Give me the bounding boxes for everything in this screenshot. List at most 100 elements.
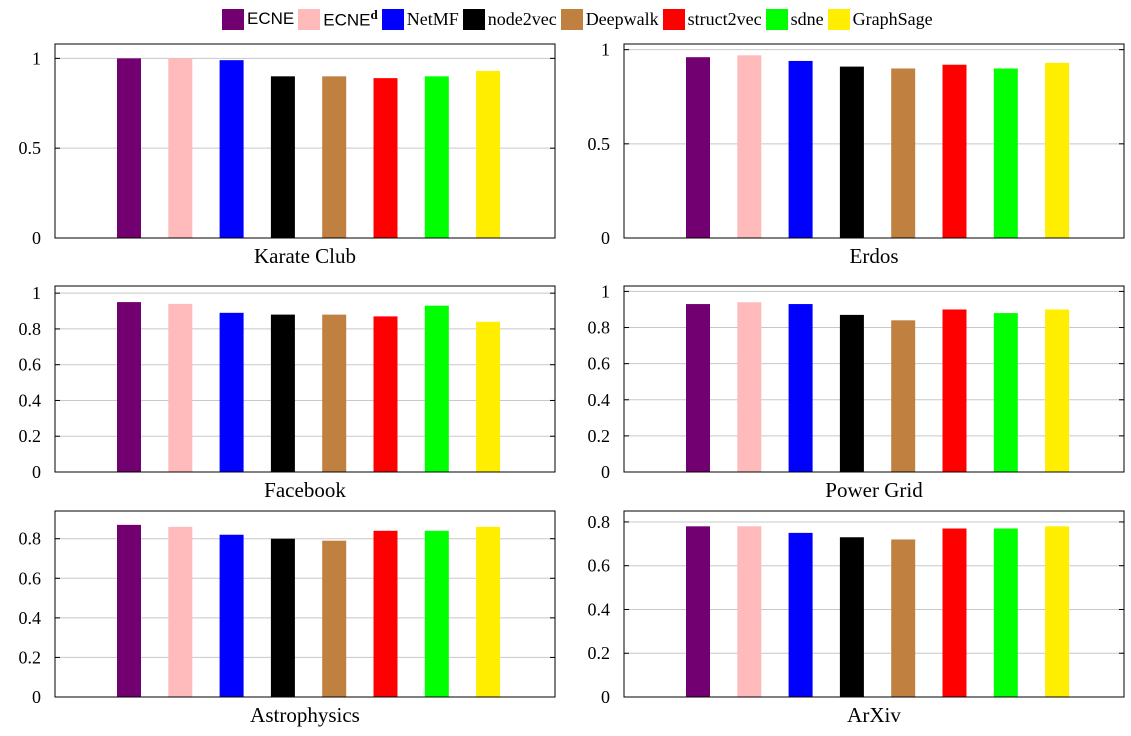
bar-ecned — [168, 526, 193, 697]
y-tick-label: 0.6 — [19, 355, 42, 375]
legend-swatch — [560, 8, 583, 30]
chart-title: Erdos — [850, 244, 899, 268]
legend-item-5: struct2vec — [662, 8, 762, 30]
legend-label: node2vec — [487, 8, 557, 29]
bar-node2vec — [270, 538, 295, 697]
plot-frame — [623, 43, 1125, 239]
bar-sdne — [993, 313, 1018, 472]
legend-swatch — [298, 8, 321, 30]
y-tick-label: 0.5 — [19, 138, 42, 158]
legend-swatch — [765, 8, 788, 30]
chart-panel-0: 0 0.5 1 Karate Club — [19, 43, 556, 268]
bar-node2vec — [270, 76, 295, 238]
legend-label: Deepwalk — [585, 8, 659, 29]
bar-graphsage — [1045, 309, 1070, 472]
chart-title: Power Grid — [825, 478, 923, 502]
plot-frame — [54, 285, 556, 473]
bar-ecned — [737, 55, 762, 239]
legend-label-superscript: d — [370, 7, 378, 23]
plot-frame — [54, 510, 556, 698]
y-tick-label: 0.6 — [588, 354, 611, 374]
bar-deepwalk — [322, 540, 347, 697]
y-tick-label: 0.2 — [19, 426, 42, 446]
legend-label: NetMF — [406, 8, 459, 29]
bar-struct2vec — [373, 316, 398, 472]
bar-struct2vec — [942, 528, 967, 697]
legend-label: ECNE — [247, 9, 295, 28]
plot-frame — [623, 510, 1125, 698]
y-tick-label: 0 — [601, 687, 610, 707]
bar-struct2vec — [373, 530, 398, 697]
legend-item-6: sdne — [765, 8, 824, 30]
bar-sdne — [424, 530, 449, 697]
bar-node2vec — [839, 314, 864, 472]
y-tick-label: 0.5 — [588, 134, 611, 154]
legend-swatch — [222, 8, 244, 30]
y-tick-label: 1 — [32, 283, 41, 303]
bar-node2vec — [839, 537, 864, 697]
bar-deepwalk — [891, 320, 916, 472]
bar-deepwalk — [322, 314, 347, 472]
bar-netmf — [788, 60, 813, 238]
bar-struct2vec — [373, 78, 398, 238]
legend-swatch — [662, 8, 685, 30]
bar-sdne — [993, 528, 1018, 697]
bar-sdne — [424, 305, 449, 472]
y-tick-label: 0 — [32, 228, 41, 248]
y-tick-label: 0.4 — [19, 608, 42, 628]
bar-sdne — [993, 68, 1018, 238]
chart-panel-3: 0 0.2 0.4 0.6 0.8 1 Power Grid — [588, 281, 1125, 502]
chart-panel-1: 0 0.5 1 Erdos — [588, 40, 1125, 268]
chart-title: Facebook — [264, 478, 346, 502]
y-tick-label: 0.4 — [588, 390, 611, 410]
bar-ecne — [117, 302, 141, 472]
bar-graphsage — [1045, 62, 1070, 239]
bar-netmf — [788, 304, 813, 472]
legend-swatch — [381, 8, 404, 30]
legend-item-3: node2vec — [462, 8, 557, 30]
legend-label: ECNEd — [323, 7, 378, 30]
bar-graphsage — [476, 70, 501, 238]
bar-graphsage — [476, 526, 501, 697]
bar-sdne — [424, 76, 449, 238]
legend-item-4: Deepwalk — [560, 8, 659, 30]
y-tick-label: 0.2 — [19, 647, 42, 667]
legend: ECNE ECNEd NetMF node2vec Deepwalk struct2vec… — [222, 6, 937, 32]
y-tick-label: 0.6 — [19, 568, 42, 588]
bar-graphsage — [1045, 526, 1070, 697]
y-tick-label: 0.4 — [19, 390, 42, 410]
bar-ecned — [168, 303, 193, 472]
bar-ecne — [686, 526, 710, 697]
bar-netmf — [788, 532, 813, 697]
bar-ecne — [117, 524, 141, 697]
y-tick-label: 0.6 — [588, 556, 611, 576]
bar-ecned — [737, 526, 762, 697]
bar-ecne — [686, 57, 710, 239]
bar-netmf — [219, 312, 244, 472]
bar-deepwalk — [322, 76, 347, 238]
bar-netmf — [219, 60, 244, 238]
chart-panel-2: 0 0.2 0.4 0.6 0.8 1 Facebook — [19, 283, 556, 502]
legend-item-0: ECNE — [222, 8, 295, 30]
legend-label: GraphSage — [852, 8, 933, 29]
chart-panel-4: 0 0.2 0.4 0.6 0.8 Astrophysics — [19, 510, 556, 727]
y-tick-label: 0.8 — [19, 319, 42, 339]
plot-frame — [623, 285, 1125, 473]
y-tick-label: 1 — [601, 281, 610, 301]
bar-ecned — [737, 302, 762, 472]
y-tick-label: 0.4 — [588, 599, 611, 619]
plot-frame — [54, 43, 556, 239]
y-tick-label: 0 — [601, 228, 610, 248]
chart-panel-5: 0 0.2 0.4 0.6 0.8 ArXiv — [588, 510, 1125, 727]
bar-deepwalk — [891, 68, 916, 238]
bar-ecned — [168, 58, 193, 239]
bar-node2vec — [839, 66, 864, 238]
legend-label: sdne — [790, 8, 824, 29]
y-tick-label: 0.8 — [588, 512, 611, 532]
y-tick-label: 0 — [32, 687, 41, 707]
y-tick-label: 1 — [601, 40, 610, 60]
bar-netmf — [219, 534, 244, 697]
bar-ecne — [117, 58, 141, 239]
legend-item-1: ECNEd — [298, 7, 378, 31]
